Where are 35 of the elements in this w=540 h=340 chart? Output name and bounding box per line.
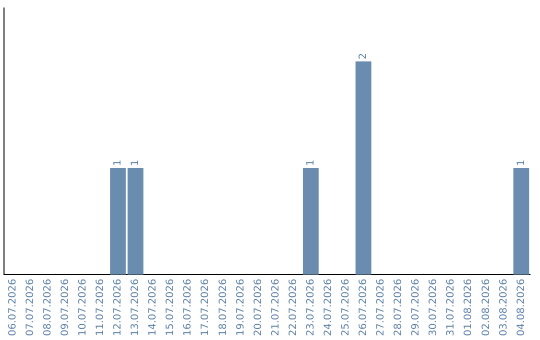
x-tick-label: 12.07.2026 [112, 278, 124, 336]
x-tick-label: 18.07.2026 [218, 278, 229, 336]
x-tick-label: 06.07.2026 [7, 278, 18, 336]
x-tick-label: 27.07.2026 [376, 278, 387, 336]
x-tick-label: 30.07.2026 [428, 278, 440, 336]
x-tick-label: 04.08.2026 [516, 278, 527, 336]
x-tick-label: 09.07.2026 [60, 278, 71, 336]
x-tick-label: 23.07.2026 [305, 278, 316, 336]
x-tick-label: 08.07.2026 [42, 278, 54, 336]
x-tick-label: 13.07.2026 [130, 278, 142, 336]
x-tick-label: 14.07.2026 [148, 278, 159, 336]
x-tick-label: 31.07.2026 [446, 278, 457, 336]
x-tick-label: 21.07.2026 [270, 278, 282, 336]
x-tick-label: 22.07.2026 [288, 278, 299, 336]
x-tick-label: 20.07.2026 [252, 278, 264, 336]
x-tick-label: 24.07.2026 [322, 278, 334, 336]
x-tick-label: 17.07.2026 [200, 278, 212, 336]
x-tick-label: 10.07.2026 [77, 278, 88, 336]
x-tick-label: 07.07.2026 [24, 278, 36, 336]
data-label: 2 [358, 52, 370, 60]
x-tick-label: 19.07.2026 [235, 278, 246, 336]
x-tick-label: 26.07.2026 [358, 278, 370, 336]
data-label: 1 [112, 160, 124, 166]
x-tick-label: 25.07.2026 [340, 278, 352, 336]
data-label: 1 [516, 160, 527, 166]
x-tick-label: 15.07.2026 [165, 278, 176, 336]
x-tick-label: 28.07.2026 [393, 278, 404, 336]
x-tick-label: 02.08.2026 [480, 278, 492, 336]
x-tick-label: 01.08.2026 [463, 278, 474, 336]
x-tick-label: 16.07.2026 [182, 278, 194, 336]
data-label: 1 [305, 160, 316, 166]
x-tick-label: 11.07.2026 [95, 278, 106, 336]
x-tick-label: 03.08.2026 [498, 278, 510, 336]
x-tick-label: 29.07.2026 [410, 278, 422, 336]
data-label: 1 [130, 160, 142, 166]
